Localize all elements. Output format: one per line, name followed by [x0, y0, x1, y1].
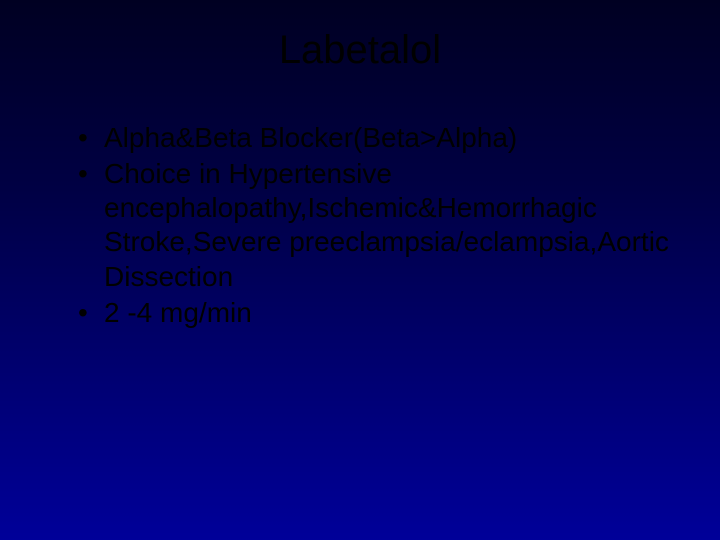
slide-title: Labetalol	[50, 28, 670, 73]
slide-container: Labetalol Alpha&Beta Blocker(Beta>Alpha)…	[0, 0, 720, 540]
list-item: Alpha&Beta Blocker(Beta>Alpha)	[78, 121, 670, 155]
bullet-list: Alpha&Beta Blocker(Beta>Alpha) Choice in…	[50, 121, 670, 330]
list-item: 2 -4 mg/min	[78, 296, 670, 330]
list-item: Choice in Hypertensive encephalopathy,Is…	[78, 157, 670, 294]
